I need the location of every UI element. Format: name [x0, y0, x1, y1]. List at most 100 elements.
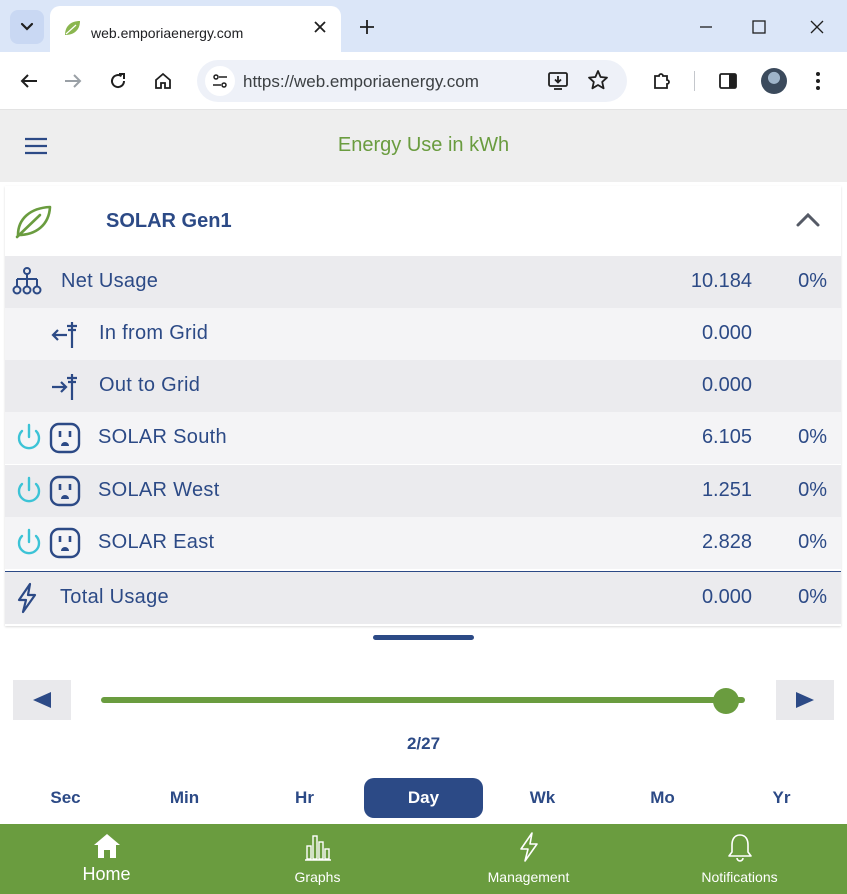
site-info-button[interactable] — [205, 66, 235, 96]
nav-notifications[interactable]: Notifications — [634, 824, 845, 894]
range-option-day[interactable]: Day — [364, 778, 483, 818]
range-option-min[interactable]: Min — [169, 788, 200, 807]
date-slider-track[interactable] — [101, 697, 745, 703]
outlet-icon — [49, 475, 81, 507]
grid-export-icon — [52, 374, 77, 400]
next-period-button[interactable] — [776, 680, 834, 720]
nav-label: Graphs — [294, 869, 341, 885]
usage-row-percent: 0% — [798, 531, 827, 553]
usage-row-value: 6.105 — [701, 426, 752, 448]
chevron-down-icon — [20, 22, 34, 31]
usage-row-value: 0.000 — [701, 322, 752, 344]
forward-button[interactable] — [61, 69, 85, 93]
date-slider-thumb[interactable] — [712, 688, 739, 714]
close-icon — [314, 21, 326, 33]
usage-row-percent: 0% — [798, 586, 827, 608]
usage-row-label: SOLAR South — [98, 426, 227, 448]
hamburger-menu-icon[interactable] — [24, 136, 48, 156]
range-option-yr[interactable]: Yr — [772, 788, 791, 807]
new-tab-button[interactable] — [356, 16, 378, 38]
maximize-button[interactable] — [748, 16, 770, 38]
device-group-header[interactable]: SOLAR Gen1 — [5, 186, 841, 256]
star-icon[interactable] — [587, 69, 609, 91]
nav-graphs[interactable]: Graphs — [212, 824, 423, 894]
usage-row-label: Total Usage — [60, 586, 169, 608]
profile-avatar[interactable] — [761, 68, 787, 94]
leaf-favicon-icon — [65, 21, 80, 35]
lightning-icon — [519, 832, 538, 862]
minimize-button[interactable] — [695, 16, 717, 38]
install-app-icon[interactable] — [547, 70, 569, 92]
drawer-drag-handle[interactable] — [373, 635, 474, 640]
usage-row-value: 0.000 — [701, 374, 752, 396]
browser-toolbar: https://web.emporiaenergy.com — [0, 52, 847, 110]
usage-row-label: Net Usage — [61, 270, 159, 292]
browser-tab[interactable]: web.emporiaenergy.com — [50, 6, 341, 52]
triangle-left-icon — [33, 692, 51, 708]
toolbar-divider — [694, 71, 695, 91]
total-divider — [5, 571, 841, 573]
previous-period-button[interactable] — [13, 680, 71, 720]
usage-row-value: 0.000 — [701, 586, 752, 608]
browser-menu-button[interactable] — [806, 69, 830, 93]
chevron-up-icon[interactable] — [795, 210, 821, 230]
side-panel-button[interactable] — [716, 69, 740, 93]
usage-row-solar-east[interactable]: SOLAR East 2.828 0% — [5, 517, 841, 569]
power-toggle-icon[interactable] — [13, 422, 45, 454]
usage-row-out-to-grid[interactable]: Out to Grid 0.000 — [5, 360, 841, 412]
usage-row-in-from-grid[interactable]: In from Grid 0.000 — [5, 308, 841, 360]
back-button[interactable] — [17, 69, 41, 93]
nav-label: Notifications — [701, 869, 778, 885]
nav-management[interactable]: Management — [423, 824, 634, 894]
time-range-selector: Sec Min Hr Day Wk Mo Yr — [6, 778, 842, 818]
range-option-hr[interactable]: Hr — [295, 788, 314, 807]
range-option-wk[interactable]: Wk — [529, 788, 556, 807]
app-header: Energy Use in kWh — [0, 110, 847, 182]
nav-home[interactable]: Home — [1, 824, 212, 894]
usage-row-solar-west[interactable]: SOLAR West 1.251 0% — [5, 465, 841, 517]
arrow-right-icon — [65, 74, 82, 88]
lightning-icon — [17, 582, 37, 614]
grid-import-icon — [51, 322, 77, 348]
leaf-icon — [15, 205, 52, 239]
usage-row-value: 2.828 — [701, 531, 752, 553]
range-option-mo[interactable]: Mo — [650, 788, 675, 807]
bell-icon — [727, 834, 752, 862]
bar-chart-icon — [304, 835, 331, 861]
usage-row-value: 10.184 — [690, 270, 752, 292]
usage-row-label: SOLAR West — [98, 479, 220, 501]
power-toggle-icon[interactable] — [13, 475, 45, 507]
maximize-icon — [752, 20, 766, 34]
usage-row-net[interactable]: Net Usage 10.184 0% — [5, 256, 841, 308]
outlet-icon — [49, 527, 81, 559]
puzzle-icon — [654, 73, 670, 89]
usage-row-solar-south[interactable]: SOLAR South 6.105 0% — [5, 412, 841, 464]
home-outline-icon — [155, 72, 171, 89]
close-window-button[interactable] — [806, 16, 828, 38]
usage-row-total[interactable]: Total Usage 0.000 0% — [5, 572, 841, 624]
usage-row-percent: 0% — [798, 270, 827, 292]
extensions-button[interactable] — [650, 69, 674, 93]
range-option-sec[interactable]: Sec — [50, 788, 81, 807]
url-text[interactable]: https://web.emporiaenergy.com — [243, 72, 479, 91]
browser-tabstrip: web.emporiaenergy.com — [0, 0, 847, 52]
bottom-navigation: Home Graphs Management Notifications — [0, 824, 847, 894]
home-button[interactable] — [151, 69, 175, 93]
triangle-right-icon — [796, 692, 814, 708]
usage-row-label: SOLAR East — [98, 531, 215, 553]
date-label: 2/27 — [406, 734, 441, 753]
usage-row-percent: 0% — [798, 426, 827, 448]
tab-title: web.emporiaenergy.com — [91, 25, 244, 41]
device-group-name: SOLAR Gen1 — [106, 210, 232, 232]
usage-row-value: 1.251 — [701, 479, 752, 501]
usage-row-label: In from Grid — [99, 322, 209, 344]
tab-close-button[interactable] — [311, 18, 329, 36]
address-bar[interactable]: https://web.emporiaenergy.com — [197, 60, 627, 102]
reload-button[interactable] — [106, 69, 130, 93]
power-toggle-icon[interactable] — [13, 527, 45, 559]
tab-search-button[interactable] — [10, 10, 44, 44]
home-icon — [93, 834, 120, 858]
minimize-icon — [700, 26, 712, 28]
reload-icon — [111, 73, 126, 89]
nav-label: Management — [487, 869, 570, 885]
